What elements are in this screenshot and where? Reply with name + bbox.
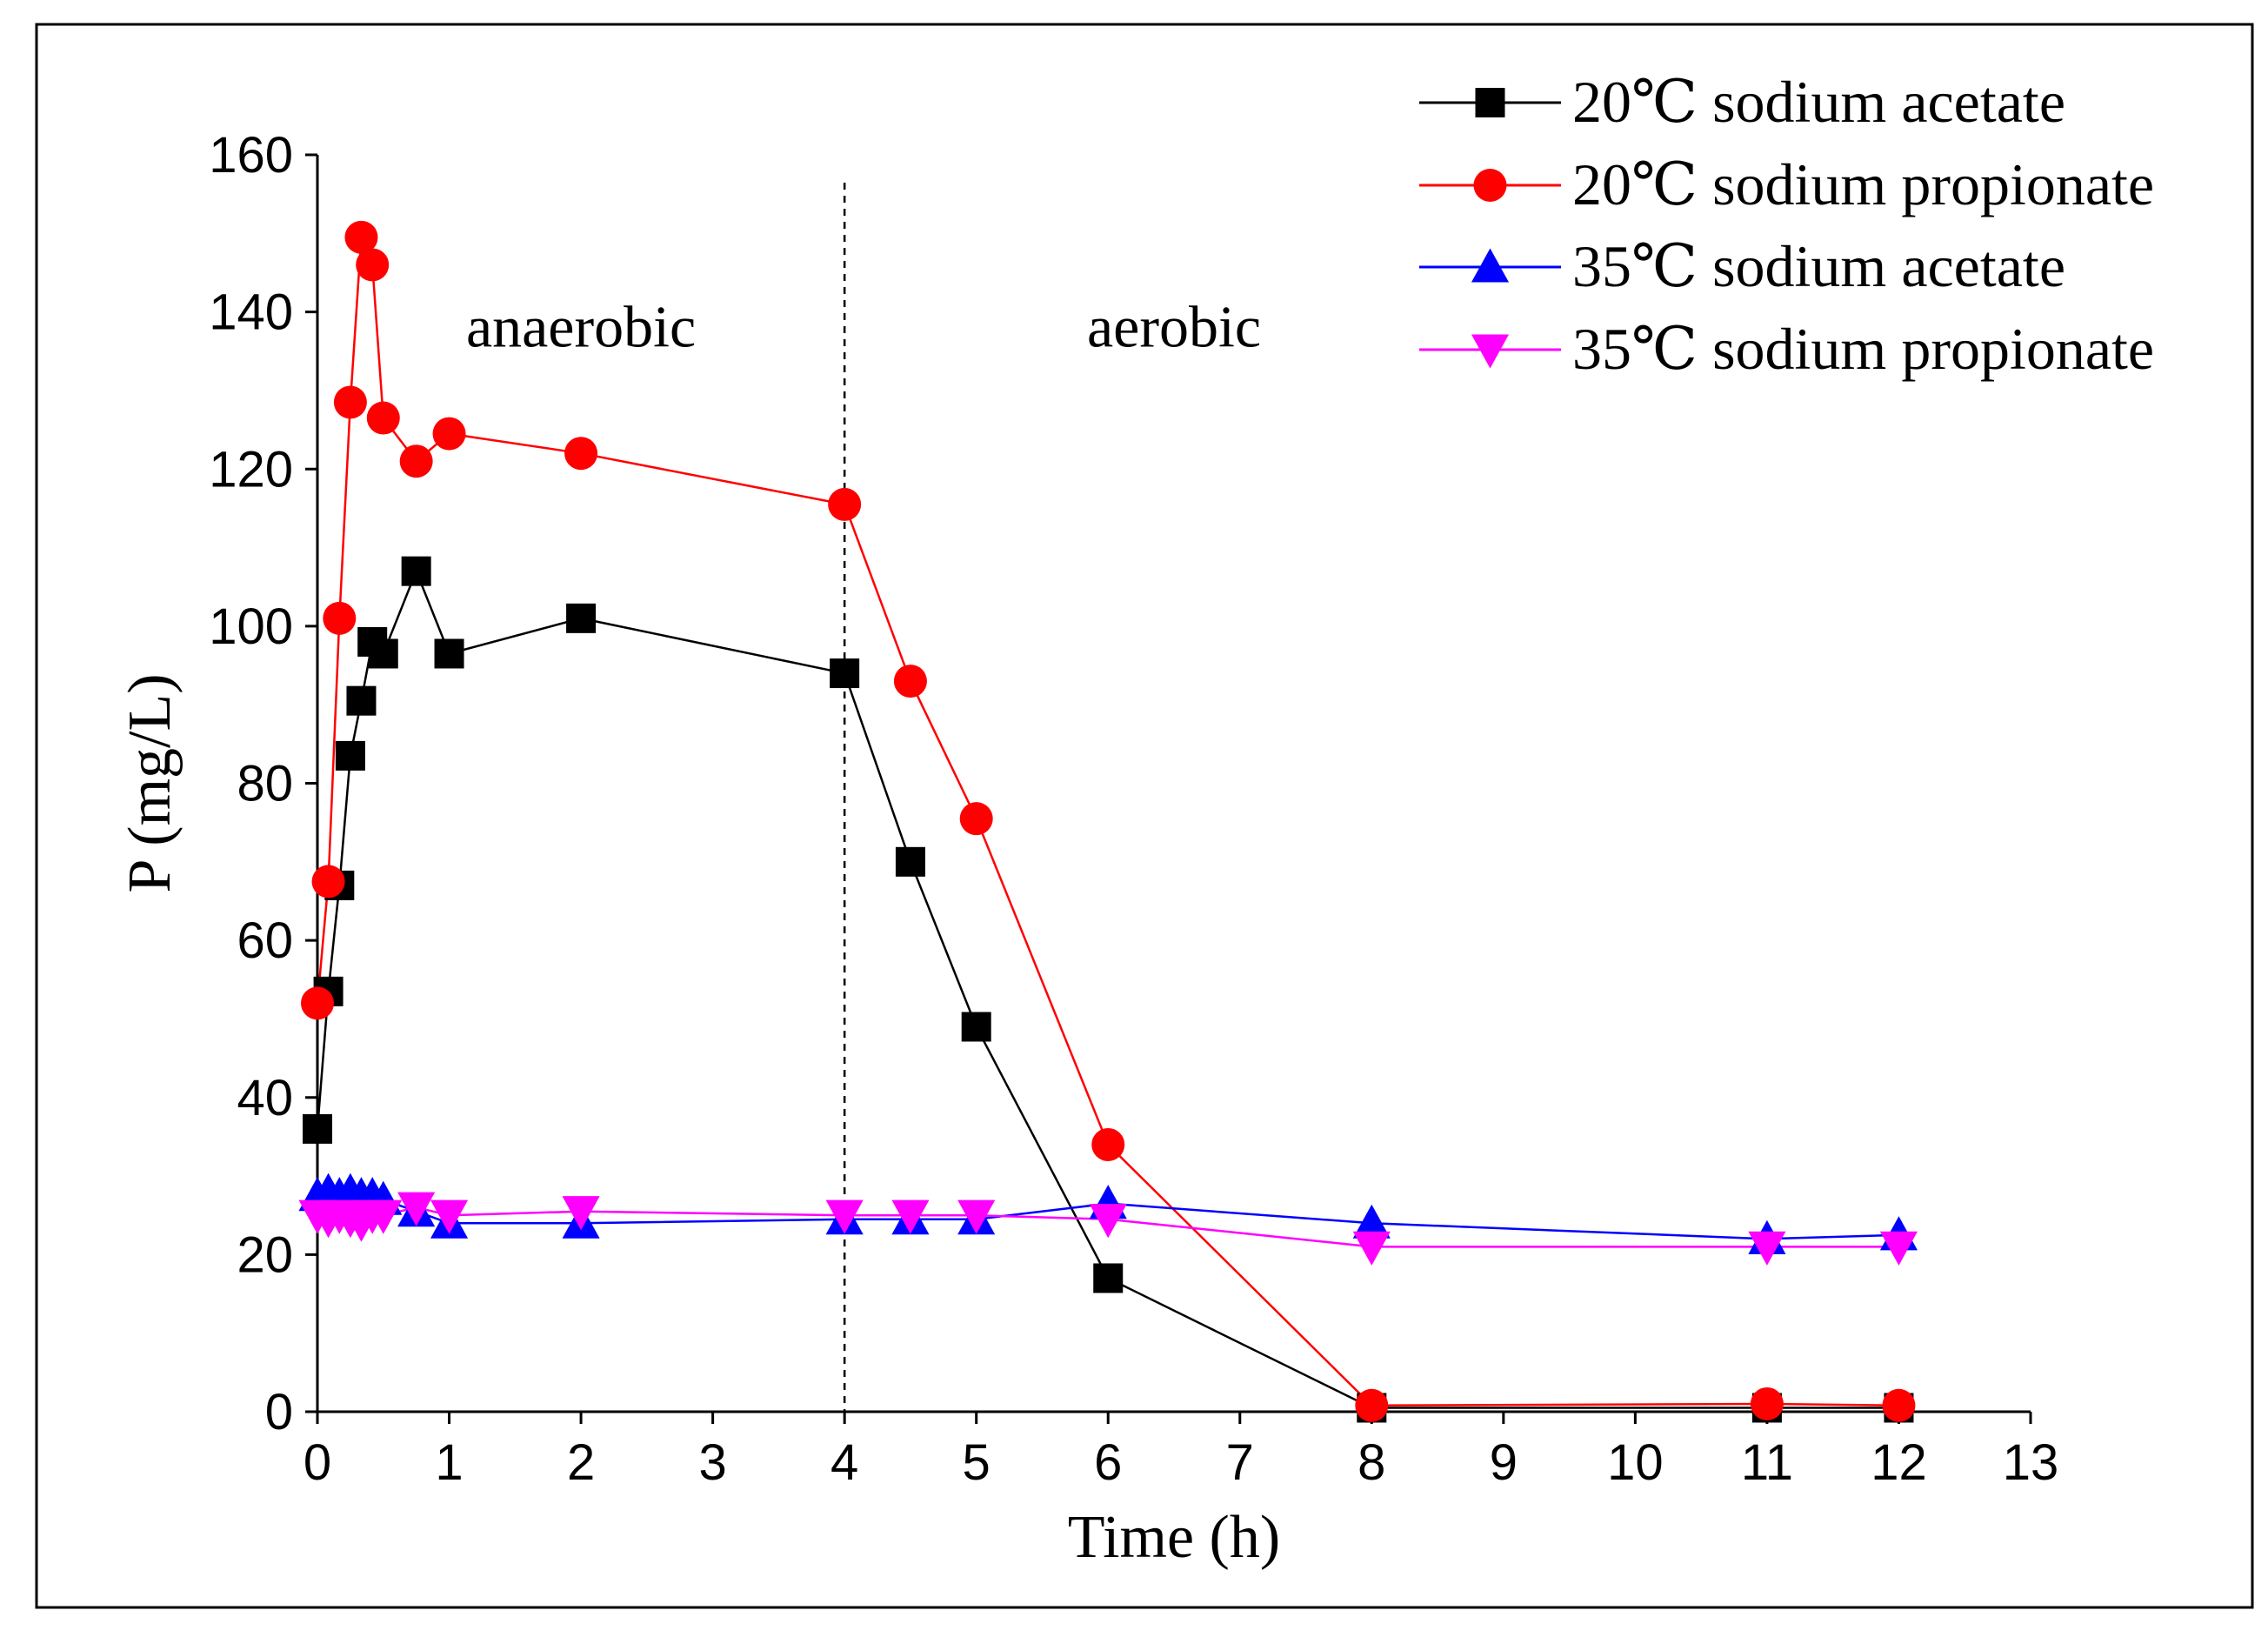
data-point <box>957 1199 996 1234</box>
y-tick-label: 140 <box>209 284 293 341</box>
x-tick-label: 11 <box>1741 1434 1793 1491</box>
data-point <box>1750 1386 1784 1420</box>
data-point <box>1882 1388 1916 1422</box>
y-tick-label: 120 <box>209 441 293 498</box>
region-label-anaerobic: anaerobic <box>466 294 696 360</box>
region-label-aerobic: aerobic <box>1087 294 1261 360</box>
data-point <box>323 601 357 635</box>
data-point <box>303 1113 332 1144</box>
legend-marker-2 <box>1471 248 1510 283</box>
data-point <box>825 1199 864 1234</box>
data-point <box>1091 1127 1125 1161</box>
y-tick-label: 60 <box>237 912 293 969</box>
y-axis-title: P (mg/L) <box>117 673 183 892</box>
legend-label-0: 20℃ sodium acetate <box>1572 69 2065 135</box>
y-tick-label: 160 <box>209 127 293 184</box>
data-point <box>562 1196 600 1231</box>
y-tick-label: 80 <box>237 756 293 812</box>
x-tick-label: 9 <box>1490 1434 1518 1491</box>
data-point <box>430 1199 469 1234</box>
data-point <box>432 417 466 451</box>
data-point <box>397 1192 436 1226</box>
data-point <box>1089 1204 1127 1239</box>
legend-label-3: 35℃ sodium propionate <box>1572 316 2154 382</box>
data-point <box>828 487 862 521</box>
data-point <box>1879 1231 1918 1266</box>
data-point <box>335 740 365 771</box>
data-point <box>895 846 925 877</box>
y-tick-label: 40 <box>237 1070 293 1126</box>
data-point <box>333 385 367 419</box>
data-point <box>830 658 860 689</box>
legend-marker-3 <box>1471 334 1510 369</box>
data-point <box>344 220 378 254</box>
x-tick-label: 3 <box>698 1434 726 1491</box>
x-tick-label: 7 <box>1226 1434 1254 1491</box>
data-point <box>1352 1231 1391 1266</box>
data-point <box>1748 1231 1786 1266</box>
data-point <box>401 556 431 586</box>
data-point <box>893 665 927 698</box>
data-point <box>1355 1388 1389 1422</box>
data-point <box>564 437 598 471</box>
x-tick-label: 1 <box>435 1434 463 1491</box>
x-axis-title: Time (h) <box>1068 1504 1280 1571</box>
data-point <box>311 865 345 899</box>
data-point <box>566 603 597 633</box>
legend-label-2: 35℃ sodium acetate <box>1572 233 2065 299</box>
data-point <box>356 248 390 282</box>
data-point <box>399 444 433 478</box>
y-tick-label: 0 <box>265 1384 293 1440</box>
legend-marker-1 <box>1473 169 1507 202</box>
legend-marker-0 <box>1475 88 1505 117</box>
x-tick-label: 4 <box>830 1434 858 1491</box>
data-point <box>891 1199 930 1234</box>
x-tick-label: 10 <box>1607 1434 1664 1491</box>
data-point <box>1093 1263 1124 1293</box>
x-tick-label: 12 <box>1871 1434 1927 1491</box>
legend: 20℃ sodium acetate 20℃ sodium propionate 3… <box>1419 69 2154 382</box>
data-point <box>1352 1204 1391 1239</box>
y-tick-label: 100 <box>209 598 293 655</box>
x-tick-label: 6 <box>1094 1434 1122 1491</box>
data-point <box>301 986 334 1020</box>
x-tick-label: 8 <box>1357 1434 1385 1491</box>
x-tick-label: 0 <box>304 1434 331 1491</box>
legend-label-1: 20℃ sodium propionate <box>1572 151 2154 217</box>
data-point <box>346 685 377 716</box>
figure-frame <box>35 23 2254 1609</box>
data-point <box>366 401 400 435</box>
y-tick-label: 20 <box>237 1226 293 1283</box>
data-point <box>961 1012 991 1042</box>
data-point <box>368 638 398 669</box>
data-point <box>434 638 464 669</box>
x-tick-label: 5 <box>963 1434 991 1491</box>
x-tick-label: 13 <box>2003 1434 2059 1491</box>
x-tick-label: 2 <box>567 1434 595 1491</box>
data-point <box>959 802 993 836</box>
data-point <box>364 1199 403 1234</box>
